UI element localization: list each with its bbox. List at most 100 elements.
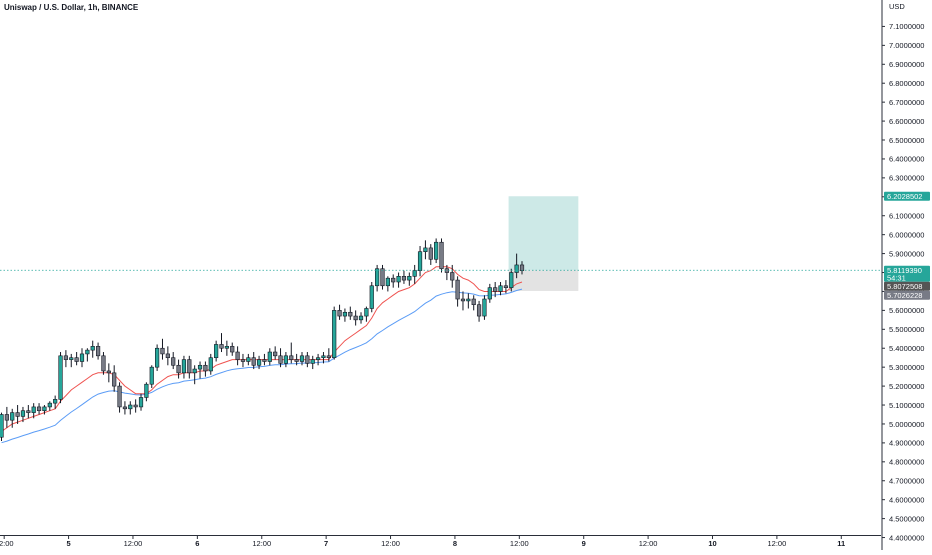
candle-body <box>171 357 176 366</box>
candle-body <box>53 399 58 404</box>
candle-body <box>332 310 337 359</box>
last-price-tag-label: 5.8119390 <box>887 266 922 275</box>
price-tick-label: 6.9000000 <box>889 60 924 69</box>
candle-body <box>493 287 498 292</box>
candle-body <box>455 279 460 300</box>
candle-body <box>192 368 197 374</box>
candle-body <box>138 397 144 408</box>
price-tick-label: 4.8000000 <box>889 458 924 467</box>
candle-body <box>20 410 26 417</box>
candle-body <box>519 264 525 271</box>
candle-body <box>460 298 466 302</box>
candle-body <box>4 414 9 421</box>
price-tick-label: 4.4000000 <box>889 533 924 542</box>
candle-body <box>375 268 380 287</box>
candle-body <box>240 359 246 362</box>
candle-body <box>364 308 369 317</box>
currency-label: USD <box>889 2 905 11</box>
price-tick-label: 7.0000000 <box>889 41 924 50</box>
target-price-tag-label: 6.2028502 <box>887 192 922 201</box>
candle-body <box>101 355 106 372</box>
time-tick-label: 10 <box>708 539 716 548</box>
time-tick-label: 12:00 <box>252 539 271 548</box>
candle-body <box>31 406 36 413</box>
candle-body <box>503 285 509 288</box>
candle-body <box>10 412 15 421</box>
candle-body <box>321 355 326 359</box>
candles-group <box>0 238 525 441</box>
candle-body <box>133 404 138 408</box>
candle-body <box>251 357 256 366</box>
candle-body <box>112 372 117 387</box>
candle-body <box>0 414 4 438</box>
time-axis[interactable]: 12:00 5 12:00 6 12:00 7 12:00 8 12:00 9 12:00 10 12:… <box>0 535 881 549</box>
price-tick-label: 5.3000000 <box>889 363 924 372</box>
target-price-tag <box>884 191 930 201</box>
stop-zone[interactable] <box>508 270 579 291</box>
candle-body <box>58 355 63 400</box>
ema-fast-price-tag-label: 5.8072508 <box>887 282 922 291</box>
time-tick-label: 7 <box>324 539 328 548</box>
price-tick-label: 5.1000000 <box>889 401 924 410</box>
candle-body <box>353 315 358 321</box>
stop-price-tag-label: 5.7026228 <box>887 291 922 300</box>
candle-body <box>294 359 299 362</box>
candle-body <box>498 285 503 292</box>
ema-fast-line <box>1 266 523 432</box>
price-tick-label: 6.5000000 <box>889 136 924 145</box>
candle-body <box>235 351 240 360</box>
price-tick-label: 5.2000000 <box>889 382 924 391</box>
price-tick-label: 5.5000000 <box>889 325 924 334</box>
candle-body <box>407 276 412 281</box>
time-tick-label: 6 <box>195 539 199 548</box>
candle-body <box>26 410 31 413</box>
candle-body <box>482 298 487 317</box>
candle-body <box>358 315 364 321</box>
candle-body <box>256 359 262 366</box>
candle-body <box>305 355 310 364</box>
price-tick-label: 6.8000000 <box>889 79 924 88</box>
candle-body <box>149 366 154 385</box>
candle-body <box>401 276 407 281</box>
candle-body <box>197 364 203 370</box>
time-tick-label: 5 <box>66 539 70 548</box>
candle-body <box>42 406 47 412</box>
price-axis[interactable]: USD 7.1000000 7.0000000 6.9000000 6.8000000 6… <box>881 0 924 550</box>
price-tick-label: 5.6000000 <box>889 306 924 315</box>
time-tick-label: 8 <box>453 539 457 548</box>
candle-body <box>95 346 101 357</box>
candle-body <box>203 364 208 372</box>
candle-body <box>36 406 42 412</box>
candle-body <box>63 355 68 360</box>
candle-body <box>224 346 229 349</box>
candle-body <box>380 268 385 287</box>
candle-body <box>90 346 95 351</box>
time-tick-label: 12:00 <box>767 539 786 548</box>
price-tick-label: 7.1000000 <box>889 22 924 31</box>
position-tool[interactable] <box>508 196 579 291</box>
candle-body <box>278 355 283 364</box>
candle-body <box>176 364 181 374</box>
time-tick-label: 12:00 <box>639 539 658 548</box>
candle-body <box>144 383 149 398</box>
candle-body <box>423 247 428 252</box>
candle-body <box>476 304 482 317</box>
candle-body <box>208 357 213 372</box>
ema-slow-line <box>1 288 523 444</box>
ema-fast-price-tag <box>884 281 930 291</box>
price-tick-label: 4.6000000 <box>889 495 924 504</box>
stop-price-tag <box>884 290 930 300</box>
price-tick-label: 6.4000000 <box>889 155 924 164</box>
symbol-title: Uniswap / U.S. Dollar, 1h, BINANCE <box>4 3 139 12</box>
candle-body <box>326 355 331 359</box>
candle-body <box>299 355 305 362</box>
target-zone[interactable] <box>508 196 579 271</box>
candle-body <box>85 349 90 355</box>
candle-body <box>439 241 444 270</box>
price-tick-label: 5.9000000 <box>889 249 924 258</box>
time-tick-label: 12:00 <box>381 539 400 548</box>
candle-body <box>122 406 128 410</box>
candle-body <box>267 351 272 362</box>
